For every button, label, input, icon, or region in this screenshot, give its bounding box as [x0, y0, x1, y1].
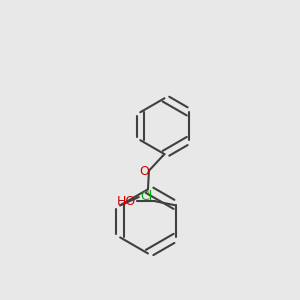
Text: HO: HO	[117, 195, 136, 208]
Text: Cl: Cl	[140, 190, 152, 202]
Text: O: O	[140, 165, 149, 178]
